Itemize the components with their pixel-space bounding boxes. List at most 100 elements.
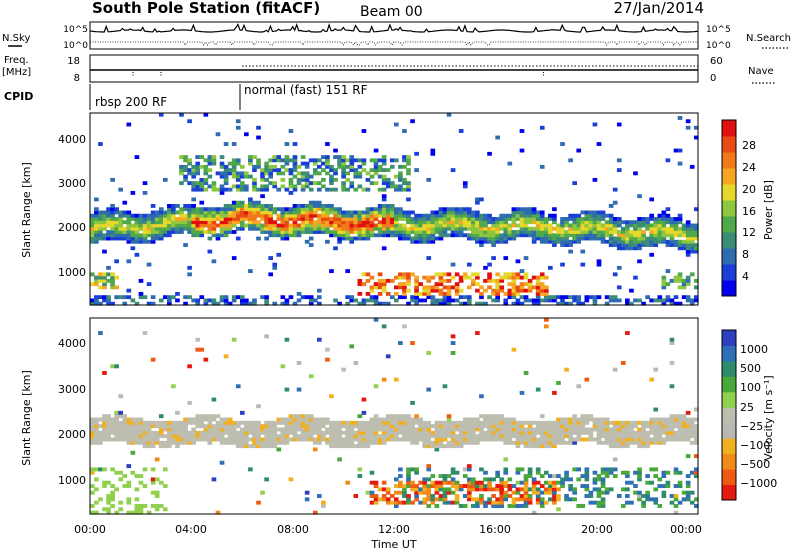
heatmap-cell [138, 507, 144, 512]
heatmap-cell [596, 262, 602, 267]
heatmap-cell [434, 420, 440, 425]
heatmap-cell [292, 217, 298, 221]
heatmap-cell [450, 285, 456, 290]
heatmap-cell [126, 233, 132, 238]
heatmap-cell [560, 223, 565, 228]
power-colorbar-swatch [722, 168, 736, 185]
heatmap-cell [584, 230, 590, 234]
heatmap-cell [685, 223, 691, 228]
heatmap-cell [252, 420, 257, 425]
heatmap-cell [239, 295, 245, 300]
heatmap-cell [199, 177, 205, 182]
heatmap-cell [450, 444, 456, 449]
heatmap-cell [543, 430, 549, 435]
heatmap-cell [625, 226, 630, 231]
heatmap-cell [543, 217, 549, 221]
heatmap-cell [543, 437, 549, 442]
heatmap-cell [491, 239, 496, 244]
heatmap-cell [604, 239, 610, 244]
heatmap-cell [483, 288, 488, 293]
heatmap-cell [260, 184, 265, 189]
heatmap-cell [600, 484, 606, 488]
heatmap-cell [252, 424, 257, 429]
heatmap-cell [471, 417, 476, 422]
velocity-colorbar-label: Velocity [m s⁻¹] [762, 375, 775, 460]
heatmap-cell [385, 490, 391, 495]
heatmap-cell [195, 430, 201, 435]
heatmap-cell [389, 226, 395, 231]
heatmap-cell [94, 440, 99, 445]
heatmap-cell [385, 213, 391, 218]
heatmap-cell [450, 477, 456, 482]
heatmap-cell [503, 437, 509, 442]
heatmap-cell [677, 420, 683, 425]
heatmap-cell [187, 420, 192, 425]
heatmap-cell [434, 220, 440, 225]
heatmap-cell [191, 164, 196, 169]
heatmap-cell [385, 487, 391, 492]
heatmap-cell [539, 223, 545, 228]
heatmap-cell [134, 507, 140, 512]
heatmap-cell [98, 275, 103, 280]
heatmap-cell [373, 480, 379, 485]
heatmap-cell [564, 494, 569, 498]
heatmap-cell [231, 430, 237, 435]
heatmap-cell [596, 424, 602, 429]
heatmap-cell [649, 417, 655, 422]
heatmap-cell [438, 424, 444, 429]
heatmap-cell [114, 414, 119, 419]
heatmap-cell [475, 420, 480, 425]
heatmap-cell [580, 420, 586, 425]
heatmap-cell [523, 272, 529, 277]
heatmap-cell [94, 233, 99, 238]
heatmap-cell [268, 420, 273, 425]
heatmap-cell [219, 210, 225, 215]
heatmap-cell [641, 430, 646, 435]
heatmap-cell [434, 480, 440, 485]
heatmap-cell [300, 226, 306, 231]
heatmap-cell [661, 285, 667, 290]
heatmap-cell [454, 298, 460, 303]
heatmap-cell [507, 504, 513, 508]
heatmap-cell [321, 213, 326, 218]
heatmap-cell [207, 434, 213, 439]
heatmap-cell [333, 424, 338, 429]
power-ytick-2000: 2000 [58, 221, 86, 234]
heatmap-cell [629, 420, 634, 425]
heatmap-cell [90, 301, 95, 306]
heatmap-cell [483, 265, 488, 270]
heatmap-cell [629, 500, 634, 505]
heatmap-cell [284, 168, 290, 173]
heatmap-cell [130, 417, 136, 422]
heatmap-cell [308, 434, 314, 439]
heatmap-cell [507, 275, 513, 280]
heatmap-cell [576, 301, 582, 306]
heatmap-cell [616, 420, 622, 425]
heatmap-cell [191, 440, 196, 445]
heatmap-cell [361, 434, 367, 439]
heatmap-cell [503, 291, 509, 296]
heatmap-cell [487, 417, 492, 422]
heatmap-cell [349, 155, 355, 159]
nave-tick-top: 60 [710, 56, 723, 67]
heatmap-cell [175, 434, 180, 439]
heatmap-cell [669, 217, 675, 221]
heatmap-cell [564, 427, 569, 432]
nave-label: Nave [748, 66, 774, 77]
heatmap-cell [608, 434, 614, 439]
heatmap-cell [349, 184, 355, 189]
heatmap-cell [515, 504, 521, 508]
heatmap-cell [292, 430, 298, 435]
heatmap-cell [195, 230, 201, 234]
heatmap-cell [612, 220, 618, 225]
heatmap-cell [90, 467, 95, 472]
heatmap-cell [499, 217, 505, 221]
heatmap-cell [361, 233, 367, 238]
heatmap-cell [398, 164, 403, 169]
heatmap-cell [535, 424, 541, 429]
heatmap-cell [616, 265, 622, 270]
heatmap-cell [430, 151, 436, 156]
heatmap-cell [434, 504, 440, 508]
heatmap-cell [434, 490, 440, 495]
heatmap-cell [406, 187, 411, 192]
